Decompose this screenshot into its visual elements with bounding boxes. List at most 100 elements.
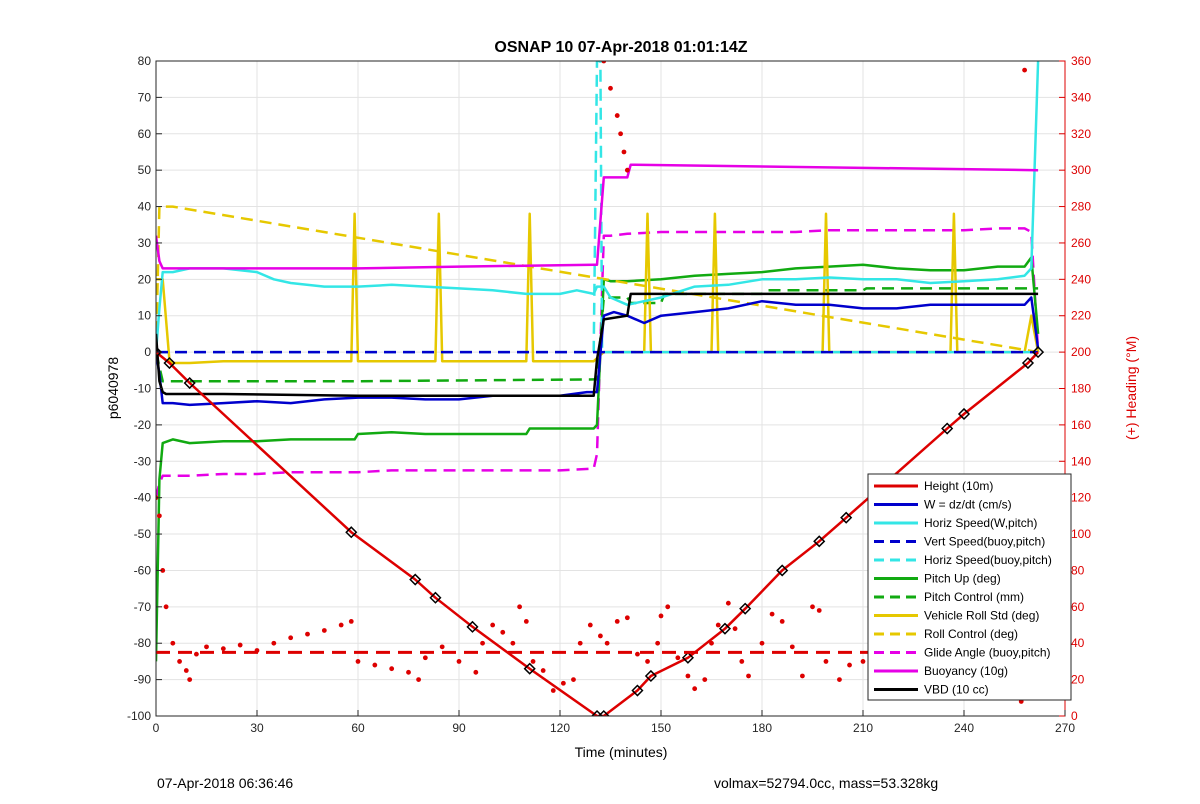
heading-point <box>685 673 691 679</box>
series-line <box>156 256 1040 662</box>
heading-point <box>416 677 421 683</box>
y-tick-label: 50 <box>138 163 152 177</box>
y-tick-label: -20 <box>134 418 152 432</box>
legend-label: Glide Angle (buoy,pitch) <box>924 646 1051 660</box>
heading-point <box>837 677 842 683</box>
y-tick-label: 30 <box>138 236 152 250</box>
series-line <box>156 292 1039 398</box>
heading-point <box>170 640 176 646</box>
y2-tick-label: 340 <box>1071 90 1091 104</box>
height-marker <box>429 591 442 604</box>
y-tick-label: 10 <box>138 309 152 323</box>
y-tick-label: -50 <box>134 527 152 541</box>
heading-point <box>635 651 640 657</box>
y2-tick-label: 220 <box>1071 309 1091 323</box>
heading-point <box>439 644 445 650</box>
heading-point <box>816 608 822 613</box>
height-marker <box>631 684 644 697</box>
height-marker <box>409 573 422 586</box>
x-tick-label: 120 <box>550 721 570 735</box>
y-tick-label: 60 <box>138 127 152 141</box>
heading-point <box>160 568 166 573</box>
heading-point <box>601 61 607 64</box>
heading-point <box>389 666 395 672</box>
heading-point <box>732 626 738 632</box>
series-layer <box>156 61 1045 716</box>
heading-point <box>624 167 630 173</box>
heading-point <box>480 640 485 646</box>
heading-point <box>624 615 630 621</box>
chart-title: OSNAP 10 07-Apr-2018 01:01:14Z <box>494 39 747 56</box>
y2-tick-label: 60 <box>1071 600 1085 614</box>
heading-point <box>220 646 226 652</box>
height-marker <box>718 622 732 635</box>
heading-point <box>305 631 310 637</box>
y2-tick-label: 100 <box>1071 527 1091 541</box>
legend-label: Vehicle Roll Std (deg) <box>924 609 1039 623</box>
x-tick-label: 0 <box>153 721 160 735</box>
height-marker <box>183 376 196 390</box>
series-line <box>156 227 1040 498</box>
heading-point <box>702 677 708 683</box>
heading-point <box>587 622 593 628</box>
heading-point <box>348 618 354 624</box>
heading-point <box>847 662 852 668</box>
heading-point <box>156 513 162 519</box>
heading-point <box>614 113 620 118</box>
x-axis-label: Time (minutes) <box>575 744 668 760</box>
height-marker <box>681 651 694 664</box>
heading-point <box>177 659 182 664</box>
y2-tick-label: 260 <box>1071 236 1091 250</box>
legend-label: Pitch Control (mm) <box>924 590 1024 604</box>
legend-label: Horiz Speed(buoy,pitch) <box>924 553 1052 567</box>
heading-point <box>204 644 209 650</box>
heading-point <box>779 618 785 624</box>
heading-point <box>510 640 516 646</box>
heading-point <box>517 604 522 610</box>
y-axis-label: p6040978 <box>105 357 121 420</box>
height-marker <box>1021 356 1035 370</box>
heading-point <box>675 655 681 661</box>
legend-label: Pitch Up (deg) <box>924 572 1001 586</box>
height-marker <box>840 511 853 524</box>
y-tick-label: 80 <box>138 54 152 68</box>
y-tick-label: 0 <box>144 345 151 359</box>
heading-point <box>800 673 805 679</box>
series-line <box>156 163 1039 270</box>
y2-tick-label: 140 <box>1071 454 1091 468</box>
y2-tick-label: 160 <box>1071 418 1091 432</box>
y2-tick-label: 80 <box>1071 563 1085 577</box>
legend-label: Horiz Speed(W,pitch) <box>924 516 1037 530</box>
legend-label: Vert Speed(buoy,pitch) <box>924 535 1045 549</box>
heading-point <box>540 668 546 673</box>
heading-point <box>271 640 277 646</box>
legend-label: Height (10m) <box>924 479 993 493</box>
heading-point <box>456 659 462 664</box>
heading-point <box>621 149 627 155</box>
y-tick-label: 40 <box>138 200 152 214</box>
footer-timestamp: 07-Apr-2018 06:36:46 <box>157 775 294 791</box>
heading-point <box>187 677 193 683</box>
x-tick-label: 90 <box>452 721 466 735</box>
heading-point <box>254 648 260 653</box>
x-tick-label: 180 <box>752 721 772 735</box>
heading-point <box>655 640 661 646</box>
heading-point <box>321 628 327 633</box>
height-marker <box>739 602 752 615</box>
heading-point <box>860 659 866 664</box>
legend-label: Buoyancy (10g) <box>924 664 1008 678</box>
heading-point <box>823 659 829 664</box>
heading-point <box>1022 67 1027 73</box>
y-tick-label: -40 <box>134 491 152 505</box>
height-marker <box>163 356 176 370</box>
x-tick-label: 210 <box>853 721 873 735</box>
heading-point <box>237 642 243 648</box>
y2-tick-label: 40 <box>1071 636 1085 650</box>
heading-point <box>759 640 765 646</box>
heading-point <box>769 611 775 617</box>
heading-point <box>288 635 294 641</box>
y2-tick-label: 300 <box>1071 163 1091 177</box>
height-marker <box>644 669 657 683</box>
y-tick-label: -70 <box>134 600 152 614</box>
